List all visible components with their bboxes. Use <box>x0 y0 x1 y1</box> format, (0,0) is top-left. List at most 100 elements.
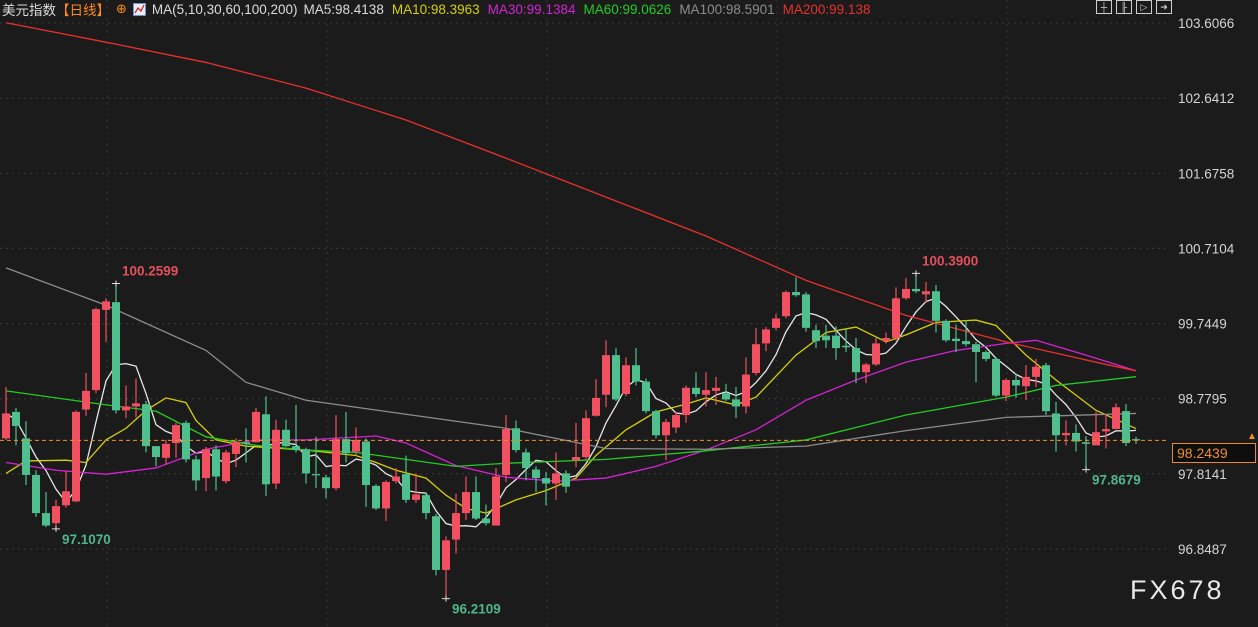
candle <box>622 357 630 397</box>
candles <box>2 273 1140 599</box>
candle <box>82 372 90 416</box>
candle-body <box>592 397 600 416</box>
up-arrow-icon[interactable]: ▲ <box>1247 431 1257 442</box>
extreme-high-label: 100.3900 <box>922 253 978 268</box>
chart-icon[interactable] <box>132 2 146 16</box>
candle <box>942 319 950 342</box>
price-tick-label: 99.7449 <box>1178 317 1227 332</box>
crosshair-icon[interactable]: ┼ <box>1096 0 1112 14</box>
ma-params-label[interactable]: MA(5,10,30,60,100,200) <box>151 1 298 17</box>
exit-icon[interactable]: ➜ <box>1156 0 1172 14</box>
candle <box>252 408 260 443</box>
candle <box>192 455 200 491</box>
candle-body <box>682 387 690 416</box>
candle-body <box>232 442 240 454</box>
candle <box>212 445 220 491</box>
price-tick-label: 100.7104 <box>1178 241 1235 256</box>
candle <box>1112 403 1120 430</box>
candle-body <box>242 442 250 444</box>
candle-body <box>802 294 810 328</box>
candle <box>602 340 610 408</box>
candle <box>182 420 190 463</box>
candle-body <box>362 441 370 486</box>
candle <box>332 415 340 491</box>
candle-body <box>12 411 20 426</box>
candle <box>882 332 890 344</box>
candle-body <box>1122 411 1130 444</box>
candle <box>1012 373 1020 398</box>
ma-line-ma100 <box>5 267 1137 450</box>
candle <box>642 378 650 414</box>
price-tick-label: 96.8487 <box>1178 542 1227 557</box>
candle <box>62 471 70 508</box>
ma-values: MA5:98.4138 MA10:98.3963 MA30:99.1384 MA60:… <box>304 2 879 17</box>
ma-value-ma60: MA60:99.0626 <box>583 1 672 17</box>
extreme-annotations: 100.2599 97.1070 96.2109 100.3900 97.8679 <box>52 253 1141 617</box>
candle-body <box>782 292 790 317</box>
candle <box>1022 365 1030 401</box>
candle-body <box>1022 376 1030 387</box>
candle <box>72 410 80 503</box>
candle <box>722 383 730 402</box>
ma-value-ma10: MA10:98.3963 <box>391 1 480 17</box>
candle-body <box>562 473 570 487</box>
extreme-low-label: 97.1070 <box>62 532 111 547</box>
candle <box>292 404 300 453</box>
play-icon[interactable]: ▷ <box>1136 0 1152 14</box>
candle <box>762 327 770 352</box>
candle <box>672 411 680 433</box>
ma-value-ma100: MA100:98.5901 <box>679 1 775 17</box>
candle <box>112 283 120 414</box>
candle <box>822 324 830 349</box>
candle-body <box>1042 365 1050 412</box>
last-price-label: 98.2439 <box>1172 443 1256 463</box>
candle <box>932 285 940 333</box>
candle <box>1122 404 1130 447</box>
candle <box>842 327 850 352</box>
candle-body <box>822 335 830 341</box>
candle-body <box>852 348 860 373</box>
candle <box>992 357 1000 398</box>
candle <box>302 447 310 484</box>
candle <box>322 474 330 499</box>
candle <box>792 277 800 297</box>
candle <box>1032 358 1040 388</box>
candle <box>592 379 600 417</box>
candle-body <box>412 494 420 500</box>
extreme-low-label: 96.2109 <box>452 602 501 617</box>
zoom-range-icon[interactable]: ╟ <box>1116 0 1132 14</box>
candle-body <box>882 337 890 342</box>
price-tick-label: 97.8141 <box>1178 467 1227 482</box>
ma-line-ma10 <box>5 319 1137 514</box>
candle-body <box>712 387 720 391</box>
candle-body <box>692 387 700 395</box>
period-selector[interactable]: 【日线】 <box>56 3 110 18</box>
candle-body <box>652 411 660 436</box>
candle <box>152 446 160 467</box>
candle-body <box>942 320 950 341</box>
candle <box>922 281 930 303</box>
candle <box>632 348 640 386</box>
candle-body <box>1002 379 1010 396</box>
candle-body <box>212 449 220 477</box>
candle <box>102 298 110 342</box>
candle-body <box>572 457 580 461</box>
candle-body <box>1072 432 1080 442</box>
candle-body <box>152 446 160 458</box>
candle-body <box>502 429 510 475</box>
candle-body <box>432 516 440 570</box>
candle-body <box>122 406 130 411</box>
candle <box>122 385 130 419</box>
candle <box>422 492 430 520</box>
candle-body <box>1082 442 1090 444</box>
target-circle-icon[interactable]: ⊕ <box>116 1 127 16</box>
gridlines <box>0 0 1168 627</box>
candle <box>312 436 320 489</box>
candle <box>392 467 400 484</box>
extreme-low-label: 97.8679 <box>1092 473 1141 488</box>
candle-body <box>702 390 710 395</box>
candle-body <box>862 364 870 373</box>
candle <box>1102 414 1110 449</box>
candle <box>372 484 380 510</box>
